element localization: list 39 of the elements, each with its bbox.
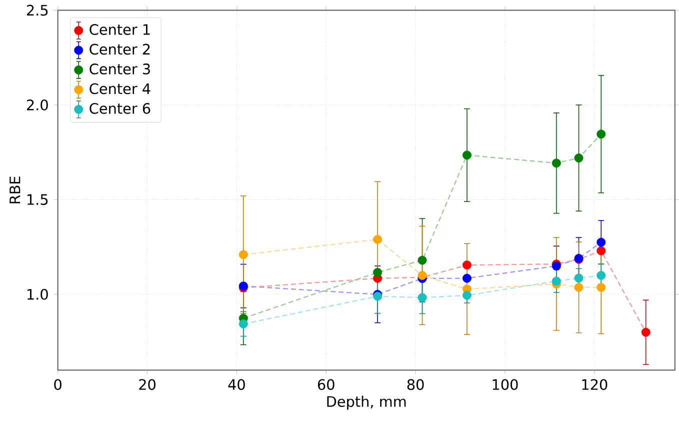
point — [462, 290, 472, 300]
x-tick-label: 60 — [318, 379, 334, 390]
point — [596, 246, 606, 256]
point — [238, 319, 248, 328]
point — [462, 260, 472, 270]
legend-label: Center 6 — [90, 103, 150, 114]
point — [373, 268, 382, 277]
point — [574, 154, 584, 162]
y-tick-label: 1.0 — [28, 288, 48, 300]
point — [574, 274, 584, 283]
y-axis-title: RBE — [10, 176, 20, 204]
x-tick-label: 80 — [407, 379, 424, 390]
y-tick-label: 1.5 — [28, 194, 48, 206]
legend-label: Center 4 — [90, 83, 150, 94]
y-tick-label: 2.0 — [26, 100, 48, 110]
point — [596, 270, 606, 280]
x-tick-label: 40 — [228, 379, 245, 390]
point — [641, 328, 650, 337]
y-tick-label: 2.5 — [26, 4, 48, 16]
point — [462, 150, 472, 160]
x-tick-label: 120 — [582, 379, 608, 390]
x-tick-label: 20 — [139, 379, 156, 390]
legend-label: Center 1 — [90, 24, 150, 35]
point — [462, 274, 472, 283]
point — [596, 238, 606, 247]
point — [238, 250, 248, 260]
point — [574, 282, 584, 292]
x-axis-title: Depth, mm — [327, 396, 406, 410]
point — [552, 158, 561, 168]
point — [552, 276, 561, 286]
point — [596, 282, 606, 292]
x-tick-label: 0 — [54, 379, 62, 390]
point — [373, 234, 382, 244]
point — [596, 130, 606, 139]
point — [418, 293, 427, 302]
legend-label: Center 2 — [90, 44, 150, 55]
point — [418, 256, 427, 265]
x-tick-label: 100 — [492, 379, 518, 390]
legend-label: Center 3 — [90, 64, 150, 74]
